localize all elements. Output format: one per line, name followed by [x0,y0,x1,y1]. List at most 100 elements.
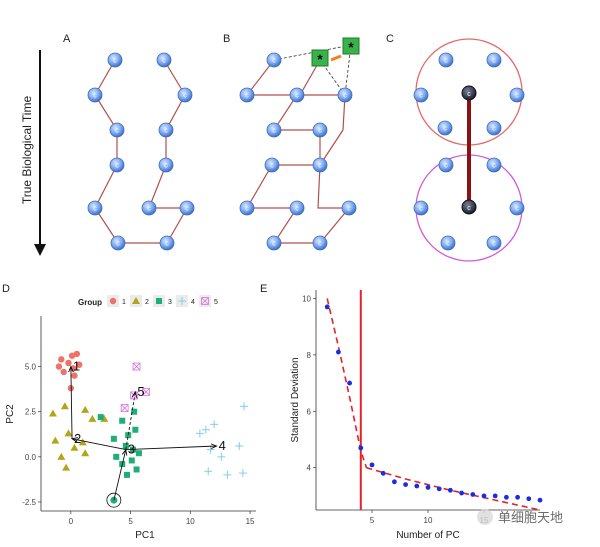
cell-node: c [110,235,126,251]
centroid-bottom: c [461,199,477,215]
point-group-3 [110,435,117,442]
panel-c-cells: c c c c c c c c c c c c [413,52,525,251]
pc-sd-point [481,493,487,499]
pc-sd-point [448,487,453,493]
y-tick-label-e: 8 [307,351,312,360]
svg-text:c: c [444,58,448,65]
point-group-2 [57,452,66,460]
panel-label-a: A [63,33,71,45]
y-tick-label-d: 0.0 [25,453,37,462]
cell-node: c [437,120,453,136]
panel-b-dash-1 [273,44,352,61]
svg-text:c: c [444,163,448,170]
point-group-4 [240,402,249,411]
series-group-1 [55,350,83,392]
point-group-1 [76,361,83,368]
point-group-4 [238,469,247,478]
panel-label-b: B [223,33,230,45]
cell-node: c [312,122,328,138]
point-group-5 [142,387,151,396]
cell-node: c [509,87,525,103]
panel-b-path [245,59,351,244]
cell-node: c [266,235,282,251]
cell-node: c [239,200,255,216]
star-marker-1: * [317,51,323,67]
svg-text:c: c [93,93,97,100]
panel-b-dash-2 [344,44,352,96]
point-group-3 [133,466,140,473]
svg-text:c: c [272,58,276,65]
svg-text:c: c [272,128,276,135]
arrow-head [210,443,218,449]
point-group-3 [125,432,132,439]
cell-node: c [156,52,172,68]
pc-sd-point [403,482,408,488]
svg-text:c: c [492,163,496,170]
cell-node: c [177,87,193,103]
cell-node: c [289,87,305,103]
legend-item-5: 5 [199,295,218,307]
svg-text:c: c [164,163,168,170]
svg-text:c: c [272,241,276,248]
svg-text:c: c [245,93,249,100]
point-group-4 [210,420,219,429]
svg-text:c: c [162,58,166,65]
series-group-4 [195,402,249,479]
cell-node: c [239,87,255,103]
point-group-1 [65,359,72,367]
cell-node: c [266,52,282,68]
y-tick-label-e: 4 [307,464,312,473]
svg-text:c: c [116,241,120,248]
point-group-2 [48,409,57,417]
root-point-ring [106,492,122,508]
cell-node: c [159,235,175,251]
y-axis-label-e: Standard Deviation [290,357,301,442]
pc-sd-point [537,497,543,503]
cell-node: c [486,157,502,173]
centroid-label-1: 1 [73,359,80,374]
svg-text:c: c [515,206,519,213]
svg-text:c: c [492,126,496,133]
point-group-2 [64,429,73,437]
plot-area-d [41,316,256,511]
panel-label-e: E [260,283,267,295]
point-group-3 [124,471,130,478]
cell-node: c [87,87,103,103]
svg-text:c: c [347,206,351,213]
cell-node: c [289,200,305,216]
cell-node: c [107,52,123,68]
point-group-2 [78,438,87,446]
svg-text:c: c [185,206,189,213]
cell-node: c [264,157,280,173]
x-tick-label-d: 15 [246,517,255,526]
pc-sd-point [414,483,420,489]
svg-text:c: c [467,205,471,212]
svg-text:c: c [183,93,187,100]
pc-sd-point [369,462,375,468]
cell-node: c [141,200,157,216]
watermark: 单细胞天地 [477,509,563,525]
point-group-3 [97,414,104,421]
point-group-4 [223,470,232,479]
star-marker-2: * [348,39,354,55]
cell-node: c [509,200,525,216]
point-group-4 [217,452,226,461]
svg-text:c: c [318,163,322,170]
centroid-label-4: 4 [219,438,226,453]
x-tick-label-d: 5 [128,517,133,526]
centroid-label-3: 3 [128,442,135,457]
pc-sd-point [358,445,364,451]
point-group-3 [119,417,126,424]
svg-text:c: c [492,58,496,65]
legend-label: 5 [214,299,218,306]
legend-d: Group 1 2 3 4 5 [78,295,218,307]
trajectory-arrow [70,366,73,439]
point-group-1 [58,356,65,363]
cell-node: c [413,200,429,216]
svg-text:c: c [270,163,274,170]
x-tick-label-d: 10 [186,517,195,526]
pc-sd-point [492,493,498,499]
pc-sd-point [504,494,509,500]
cell-node: c [438,157,454,173]
panel-b-trajectory: c c c c c c c c c c c c c * * [239,37,360,251]
